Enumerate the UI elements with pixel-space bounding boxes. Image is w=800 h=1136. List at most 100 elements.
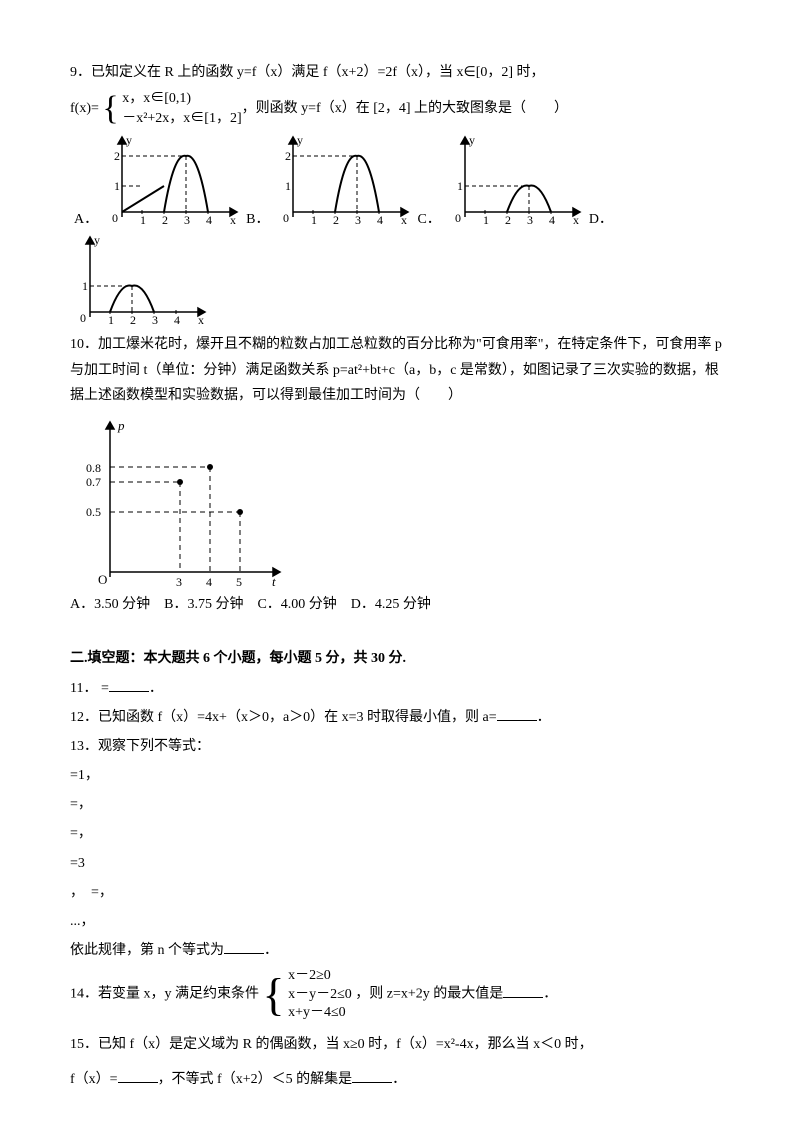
- q15-blank2[interactable]: [352, 1068, 392, 1083]
- q13-tail: ．: [264, 943, 278, 958]
- fx-eq: f(x)=: [70, 96, 99, 121]
- q12-num: 12．: [70, 710, 98, 725]
- svg-text:3: 3: [527, 213, 533, 227]
- svg-text:1: 1: [285, 179, 291, 193]
- q10-opts: A．3.50 分钟 B．3.75 分钟 C．4.00 分钟 D．4.25 分钟: [70, 592, 730, 617]
- q15-num: 15．: [70, 1037, 98, 1052]
- q15-p2a: f（x）=: [70, 1072, 118, 1087]
- q10-stem: 加工爆米花时，爆开且不糊的粒数占加工总粒数的百分比称为"可食用率"，在特定条件下…: [70, 337, 722, 402]
- q13: 13．观察下列不等式：: [70, 734, 730, 759]
- q13-l6: ...，: [70, 909, 730, 934]
- q13-l1: =1，: [70, 763, 730, 788]
- svg-text:0: 0: [112, 211, 118, 225]
- q14-pre: 若变量 x，y 满足约束条件: [98, 987, 259, 1002]
- svg-text:0: 0: [283, 211, 289, 225]
- svg-text:3: 3: [184, 213, 190, 227]
- svg-text:4: 4: [549, 213, 555, 227]
- q13-stem: 观察下列不等式：: [98, 739, 210, 754]
- q9-piecewise: f(x)= { x，x∈[0,1) －x²+2x，x∈[1，2] ，则函数 y=…: [70, 89, 730, 128]
- svg-text:4: 4: [206, 575, 212, 589]
- svg-text:y: y: [126, 133, 132, 147]
- q14-post: ，则 z=x+2y 的最大值是: [355, 987, 503, 1002]
- q11: 11． =．: [70, 676, 730, 701]
- svg-text:t: t: [272, 574, 276, 589]
- q15-tail: ．: [392, 1072, 406, 1087]
- q14-c3: x+y－4≤0: [288, 1004, 352, 1022]
- svg-text:3: 3: [355, 213, 361, 227]
- q9: 9．已知定义在 R 上的函数 y=f（x）满足 f（x+2）=2f（x），当 x…: [70, 60, 730, 85]
- q14: 14．若变量 x，y 满足约束条件 { x－2≥0 x－y－2≤0 x+y－4≤…: [70, 967, 730, 1022]
- q12-blank[interactable]: [497, 706, 537, 721]
- q12: 12．已知函数 f（x）=4x+（x＞0，a＞0）在 x=3 时取得最小值，则 …: [70, 705, 730, 730]
- svg-text:1: 1: [108, 313, 114, 327]
- svg-text:1: 1: [82, 279, 88, 293]
- svg-text:y: y: [469, 133, 475, 147]
- q14-sys: x－2≥0 x－y－2≤0 x+y－4≤0: [288, 967, 352, 1022]
- graphB: 0 1234 12 yx: [273, 132, 413, 232]
- svg-text:x: x: [198, 313, 204, 327]
- q13-l5: ， =，: [70, 880, 730, 905]
- svg-text:4: 4: [206, 213, 212, 227]
- q11-blank[interactable]: [109, 677, 149, 692]
- q14-num: 14．: [70, 987, 98, 1002]
- optC: C．: [417, 207, 440, 232]
- svg-text:3: 3: [152, 313, 158, 327]
- q14-tail: ．: [543, 987, 557, 1002]
- q10-num: 10．: [70, 337, 98, 352]
- q10-graph: pt O 0.50.70.8 345: [70, 412, 290, 592]
- svg-text:O: O: [98, 572, 107, 587]
- q13-l2: =，: [70, 792, 730, 817]
- q14-brace: {: [263, 972, 285, 1018]
- svg-text:0: 0: [80, 311, 86, 325]
- svg-text:2: 2: [114, 149, 120, 163]
- q13-blank[interactable]: [224, 939, 264, 954]
- q15-line1: 15．已知 f（x）是定义域为 R 的偶函数，当 x≥0 时，f（x）=x²-4…: [70, 1032, 730, 1057]
- q9-options-row1: A． 0 1 2 3 4 1 2 y x B． 0 1 2 3 4 1 2: [70, 132, 730, 232]
- q11-num: 11．: [70, 681, 97, 696]
- q14-c1: x－2≥0: [288, 967, 352, 985]
- q13-l3: =，: [70, 821, 730, 846]
- graphA: 0 1 2 3 4 1 2 y x: [102, 132, 242, 232]
- svg-text:1: 1: [311, 213, 317, 227]
- q9-num: 9．: [70, 65, 91, 80]
- optA: A．: [74, 207, 98, 232]
- q9-stem2: ，则函数 y=f（x）在 [2，4] 上的大致图象是（ ）: [242, 101, 568, 116]
- q13-end: 依此规律，第 n 个等式为．: [70, 938, 730, 963]
- svg-text:4: 4: [174, 313, 180, 327]
- q9-options-row2: 0 1 2 3 4 1 y x: [70, 232, 730, 332]
- svg-text:2: 2: [162, 213, 168, 227]
- q13-num: 13．: [70, 739, 98, 754]
- q14-blank[interactable]: [503, 983, 543, 998]
- svg-text:2: 2: [130, 313, 136, 327]
- svg-text:0.7: 0.7: [86, 475, 101, 489]
- svg-text:5: 5: [236, 575, 242, 589]
- q15-p1: 已知 f（x）是定义域为 R 的偶函数，当 x≥0 时，f（x）=x²-4x，那…: [98, 1037, 593, 1052]
- q12-tail: ．: [537, 710, 551, 725]
- svg-text:4: 4: [377, 213, 383, 227]
- q15-blank1[interactable]: [118, 1068, 158, 1083]
- svg-text:x: x: [401, 213, 407, 227]
- svg-text:3: 3: [176, 575, 182, 589]
- svg-text:p: p: [117, 418, 125, 433]
- piece2: －x²+2x，x∈[1，2]: [122, 109, 241, 129]
- svg-text:0.8: 0.8: [86, 461, 101, 475]
- pieces: x，x∈[0,1) －x²+2x，x∈[1，2]: [122, 89, 241, 128]
- svg-text:2: 2: [505, 213, 511, 227]
- svg-text:1: 1: [140, 213, 146, 227]
- svg-text:1: 1: [457, 179, 463, 193]
- svg-text:y: y: [94, 233, 100, 247]
- svg-text:x: x: [573, 213, 579, 227]
- q14-c2: x－y－2≤0: [288, 986, 352, 1004]
- piece1: x，x∈[0,1): [122, 89, 241, 109]
- svg-text:1: 1: [114, 179, 120, 193]
- q10-graph-wrap: pt O 0.50.70.8 345: [70, 412, 730, 592]
- svg-text:2: 2: [333, 213, 339, 227]
- q15-p2b: ，不等式 f（x+2）＜5 的解集是: [158, 1072, 353, 1087]
- optB: B．: [246, 207, 269, 232]
- q9-stem1: 已知定义在 R 上的函数 y=f（x）满足 f（x+2）=2f（x），当 x∈[…: [91, 65, 545, 80]
- sec2-title: 二.填空题：本大题共 6 个小题，每小题 5 分，共 30 分.: [70, 646, 730, 671]
- q10: 10．加工爆米花时，爆开且不糊的粒数占加工总粒数的百分比称为"可食用率"，在特定…: [70, 332, 730, 408]
- svg-text:x: x: [230, 213, 236, 227]
- graphC: 0 1234 1 yx: [445, 132, 585, 232]
- optD: D．: [589, 207, 613, 232]
